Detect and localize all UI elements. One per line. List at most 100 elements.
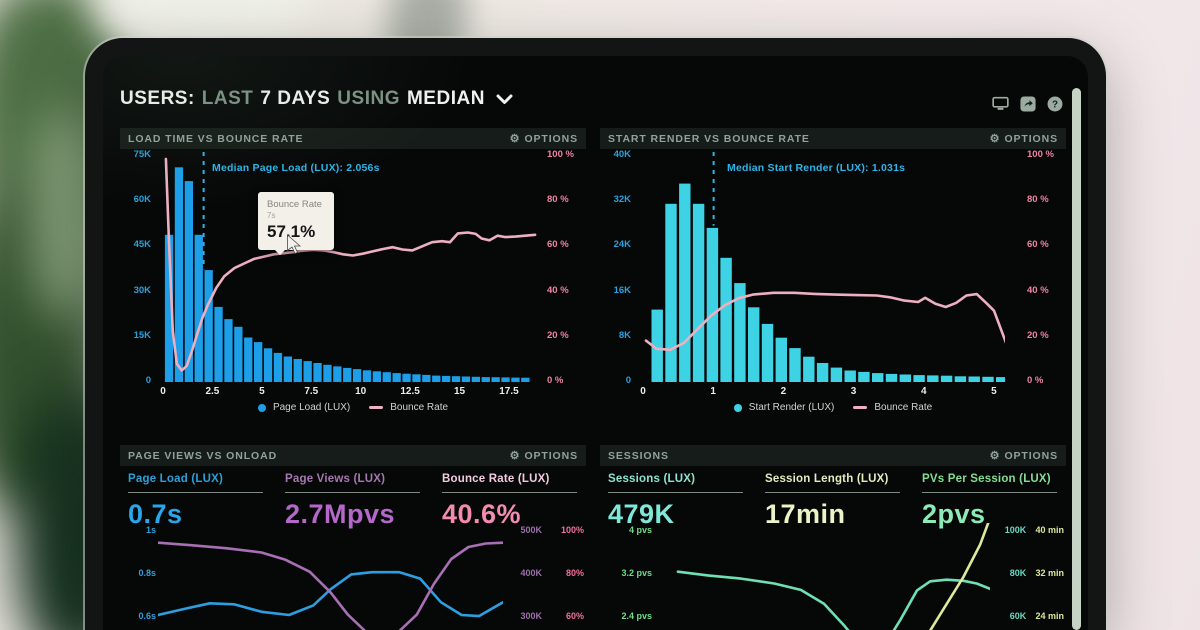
- bar[interactable]: [343, 367, 352, 382]
- bar[interactable]: [422, 374, 431, 382]
- bar[interactable]: [692, 203, 705, 383]
- bar[interactable]: [511, 377, 520, 382]
- chart-tooltip: Bounce Rate 7s 57.1%: [258, 192, 334, 255]
- x-axis: 0 1 2 3 4 5: [623, 386, 1014, 398]
- metric-sessions: Sessions (LUX) 479K: [608, 473, 752, 530]
- metric-value: 40.6%: [442, 499, 522, 529]
- bar[interactable]: [651, 309, 663, 383]
- options-button[interactable]: ⚙ OPTIONS: [990, 132, 1058, 146]
- bar[interactable]: [491, 377, 500, 382]
- bar[interactable]: [872, 373, 884, 382]
- bar[interactable]: [775, 337, 787, 382]
- bar[interactable]: [204, 270, 213, 382]
- axis-label: 0: [145, 374, 151, 386]
- metric-divider: [285, 492, 420, 493]
- bar[interactable]: [954, 376, 967, 383]
- bar[interactable]: [283, 356, 292, 383]
- bar[interactable]: [352, 369, 362, 382]
- bar[interactable]: [392, 373, 401, 382]
- histogram-svg[interactable]: [635, 152, 1010, 383]
- bar[interactable]: [940, 375, 953, 382]
- bar[interactable]: [263, 348, 273, 382]
- options-label: OPTIONS: [1004, 132, 1058, 145]
- metric-label: Bounce Rate (LUX): [442, 473, 550, 485]
- bar[interactable]: [858, 371, 870, 382]
- bar[interactable]: [679, 183, 691, 382]
- bar[interactable]: [982, 376, 994, 382]
- help-icon[interactable]: ?: [1046, 95, 1063, 112]
- bar[interactable]: [521, 377, 530, 382]
- bar[interactable]: [244, 337, 253, 383]
- load-time-histogram[interactable]: [155, 152, 541, 382]
- scrollbar[interactable]: [1072, 88, 1081, 630]
- bar[interactable]: [913, 375, 925, 382]
- options-button[interactable]: ⚙ OPTIONS: [510, 132, 578, 146]
- header-word: MEDIAN: [406, 88, 485, 109]
- bar[interactable]: [174, 167, 184, 382]
- bar[interactable]: [461, 376, 471, 383]
- bar[interactable]: [164, 234, 174, 382]
- bar[interactable]: [734, 283, 746, 382]
- bar[interactable]: [402, 373, 411, 382]
- axis-label: 4 pvs: [628, 525, 652, 535]
- bar[interactable]: [481, 377, 490, 382]
- start-render-histogram[interactable]: [635, 152, 1010, 383]
- bar[interactable]: [224, 319, 233, 382]
- bar[interactable]: [471, 376, 480, 382]
- bar[interactable]: [412, 374, 421, 382]
- sessions-line-chart[interactable]: [658, 516, 992, 630]
- bar[interactable]: [761, 323, 774, 382]
- bar[interactable]: [323, 364, 332, 382]
- legend-label: Start Render (LUX): [748, 402, 835, 413]
- bar[interactable]: [996, 377, 1008, 382]
- bar[interactable]: [720, 257, 732, 382]
- metric-label: PVs Per Session (LUX): [922, 473, 1051, 485]
- bar[interactable]: [234, 326, 243, 382]
- bar[interactable]: [184, 181, 193, 382]
- chart-legend[interactable]: Page Load (LUX) Bounce Rate: [120, 402, 586, 413]
- bar[interactable]: [927, 375, 939, 382]
- bar[interactable]: [333, 366, 342, 382]
- bar[interactable]: [303, 361, 312, 382]
- y-axis-right: 100 % 80 % 60 % 40 % 20 % 0 %: [547, 150, 585, 386]
- bar[interactable]: [789, 348, 801, 382]
- bar[interactable]: [293, 359, 302, 382]
- options-button[interactable]: ⚙ OPTIONS: [510, 449, 578, 463]
- share-icon[interactable]: [1019, 95, 1036, 112]
- bar[interactable]: [816, 363, 829, 382]
- bar[interactable]: [432, 375, 441, 382]
- display-icon[interactable]: [992, 95, 1009, 112]
- bar[interactable]: [194, 234, 203, 382]
- bar[interactable]: [830, 367, 843, 382]
- median-annotation: Median Page Load (LUX): 2.056s: [212, 162, 380, 174]
- bar[interactable]: [968, 376, 980, 383]
- users-filter-dropdown[interactable]: USERS: LAST 7 DAYS USING MEDIAN: [120, 86, 513, 112]
- axis-label: 3.2 pvs: [621, 568, 652, 578]
- bar[interactable]: [442, 375, 451, 382]
- bar[interactable]: [899, 374, 911, 383]
- chart-legend[interactable]: Start Render (LUX) Bounce Rate: [600, 402, 1066, 413]
- bar[interactable]: [451, 376, 461, 382]
- axis-label-pair: 400K 80%: [520, 568, 584, 578]
- bar[interactable]: [803, 356, 815, 382]
- histogram-svg[interactable]: [155, 152, 541, 382]
- bar[interactable]: [313, 363, 322, 382]
- bar[interactable]: [362, 370, 372, 382]
- bar[interactable]: [214, 306, 223, 382]
- bar[interactable]: [254, 342, 263, 382]
- bar[interactable]: [665, 203, 677, 383]
- options-button[interactable]: ⚙ OPTIONS: [990, 449, 1058, 463]
- line-chart-svg[interactable]: [156, 523, 505, 630]
- bar[interactable]: [844, 370, 856, 383]
- bar[interactable]: [382, 372, 391, 382]
- chevron-down-icon: [496, 94, 513, 104]
- bar[interactable]: [748, 307, 760, 383]
- bar[interactable]: [273, 352, 283, 382]
- bar[interactable]: [501, 377, 510, 382]
- page-views-line-chart[interactable]: [156, 523, 505, 630]
- bar[interactable]: [372, 371, 381, 382]
- line-chart-svg[interactable]: [658, 516, 992, 630]
- bar[interactable]: [706, 227, 719, 382]
- panel-header: SESSIONS ⚙ OPTIONS: [600, 445, 1066, 466]
- bar[interactable]: [885, 373, 898, 382]
